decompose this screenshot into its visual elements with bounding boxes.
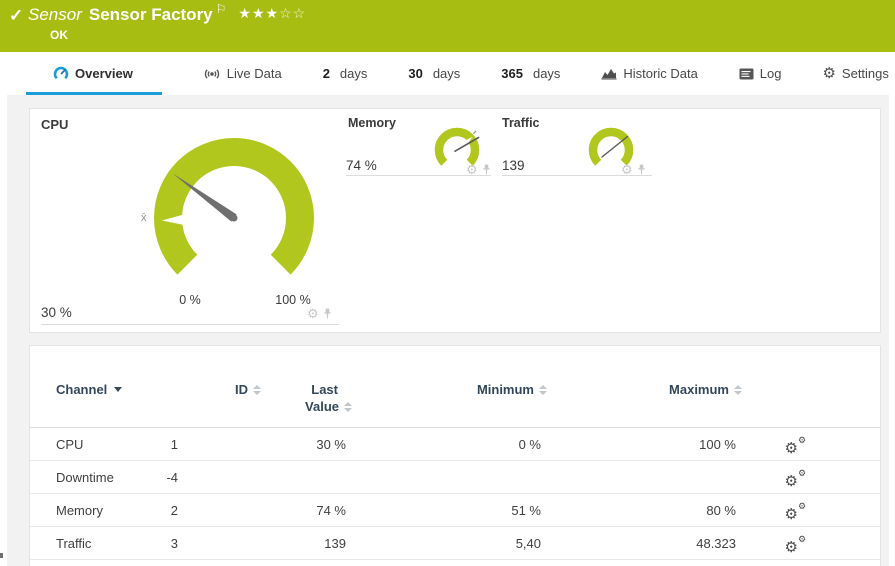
sensor-header: ✓ Sensor Sensor Factory ⚐ ★★★☆☆ OK (0, 0, 895, 52)
mean-notch (162, 213, 188, 226)
flag-icon[interactable]: ⚐ (215, 2, 227, 16)
pin-icon[interactable] (637, 164, 646, 176)
status-badge: OK (50, 28, 68, 42)
priority-stars[interactable]: ★★★☆☆ (238, 5, 307, 21)
channel-last-value: 139 (324, 535, 346, 551)
traffic-gauge (588, 127, 634, 166)
tab-label: Overview (75, 66, 133, 81)
channel-id: 1 (170, 436, 178, 452)
table-row-cpu: CPU 1 30 % 0 % 100 % ⚙ ⚙ (30, 428, 880, 461)
tab-365-days[interactable]: 365 days (501, 66, 561, 81)
channel-maximum: 48.323 (696, 535, 736, 551)
gauge-needle (454, 136, 480, 153)
cpu-gauge-title: CPU (41, 117, 69, 132)
column-header-minimum[interactable]: Minimum (352, 382, 547, 397)
memory-last-value: 74 % (346, 158, 377, 173)
gear-icon[interactable]: ⚙ (307, 306, 319, 321)
sort-icon (734, 384, 742, 395)
divider (502, 175, 652, 176)
channel-last-value: 74 % (316, 502, 346, 518)
tab-historic-data[interactable]: Historic Data (601, 52, 698, 95)
tab-30-days[interactable]: 30 days (408, 66, 461, 81)
divider (41, 324, 339, 325)
channel-minimum: 51 % (511, 502, 541, 518)
gauge-icon (53, 66, 69, 79)
tab-label: Live Data (226, 66, 282, 81)
column-header-id[interactable]: ID (146, 382, 261, 397)
tab-2-days[interactable]: 2 days (322, 66, 368, 81)
live-data-icon (204, 68, 219, 79)
cpu-gauge-actions: ⚙ (307, 307, 332, 320)
column-header-channel[interactable]: Channel (56, 382, 146, 397)
gauges-card: CPU x̄ 0 % 100 % 30 % ⚙ Memory (29, 108, 881, 333)
sort-desc-icon (114, 387, 123, 392)
tab-log[interactable]: Log (739, 52, 782, 95)
gear-icon: ⚙ (822, 65, 836, 82)
tab-live-data[interactable]: Live Data (203, 52, 282, 95)
table-row-downtime: Downtime -4 ⚙ ⚙ (30, 461, 880, 494)
mean-tick (472, 130, 477, 135)
sensor-title-line: Sensor Sensor Factory ⚐ ★★★☆☆ (28, 2, 307, 25)
tab-label: Log (759, 66, 782, 81)
object-kind-label: Sensor (28, 5, 82, 24)
traffic-last-value: 139 (502, 158, 525, 173)
pin-icon[interactable] (323, 308, 332, 320)
channel-table-header: Channel ID Last Value Minimum Ma (30, 346, 880, 428)
tab-settings[interactable]: ⚙ Settings (822, 52, 888, 95)
channel-minimum: 0 % (518, 436, 541, 452)
channel-id: 2 (170, 502, 178, 518)
sort-icon (539, 384, 547, 395)
channel-id: 3 (170, 535, 178, 551)
column-header-maximum[interactable]: Maximum (547, 382, 742, 397)
sort-icon (253, 384, 261, 395)
tab-overview[interactable]: Overview (26, 52, 162, 95)
sort-icon (344, 401, 352, 412)
mean-marker-label: x̄ (141, 212, 147, 224)
scroll-artifact (0, 553, 3, 558)
content-area: CPU x̄ 0 % 100 % 30 % ⚙ Memory (7, 95, 889, 566)
pin-icon[interactable] (482, 164, 491, 176)
gear-icon[interactable]: ⚙ (466, 162, 478, 177)
table-row-memory: Memory 2 74 % 51 % 80 % ⚙ ⚙ (30, 494, 880, 527)
cpu-gauge-min-label: 0 % (179, 293, 201, 307)
historic-data-icon (601, 69, 617, 80)
divider (346, 175, 491, 176)
channel-minimum: 5,40 (515, 535, 541, 551)
memory-gauge-title: Memory (348, 116, 396, 130)
channel-name: CPU (56, 436, 84, 452)
cpu-gauge (154, 138, 314, 275)
channel-last-value: 30 % (316, 436, 346, 452)
traffic-gauge-actions: ⚙ (621, 163, 646, 176)
memory-gauge (434, 127, 480, 166)
tab-label: Historic Data (623, 66, 698, 81)
log-icon (739, 68, 754, 79)
gear-icon[interactable]: ⚙ (621, 162, 633, 177)
channel-table-card: Channel ID Last Value Minimum Ma (29, 345, 881, 566)
channel-name: Traffic (56, 535, 92, 551)
gauge-needle (172, 173, 237, 222)
cpu-gauge-max-label: 100 % (275, 293, 311, 307)
sensor-tabs: Overview Live Data 2 days 30 days 365 days … (0, 52, 895, 95)
traffic-gauge-title: Traffic (502, 116, 540, 130)
column-header-last-value[interactable]: Last Value (261, 382, 352, 414)
cpu-last-value: 30 % (41, 305, 72, 320)
channel-name: Memory (56, 502, 103, 518)
channel-maximum: 80 % (706, 502, 736, 518)
tab-label: Settings (841, 66, 889, 81)
mean-notch (465, 136, 473, 144)
channel-maximum: 100 % (699, 436, 736, 452)
memory-gauge-actions: ⚙ (466, 163, 491, 176)
ok-check-icon: ✓ (9, 6, 24, 25)
channel-id: -4 (166, 469, 178, 485)
sensor-name[interactable]: Sensor Factory (88, 5, 213, 24)
channel-name: Downtime (56, 469, 114, 485)
table-row-traffic: Traffic 3 139 5,40 48.323 ⚙ ⚙ (30, 527, 880, 560)
gauge-needle (601, 135, 629, 158)
